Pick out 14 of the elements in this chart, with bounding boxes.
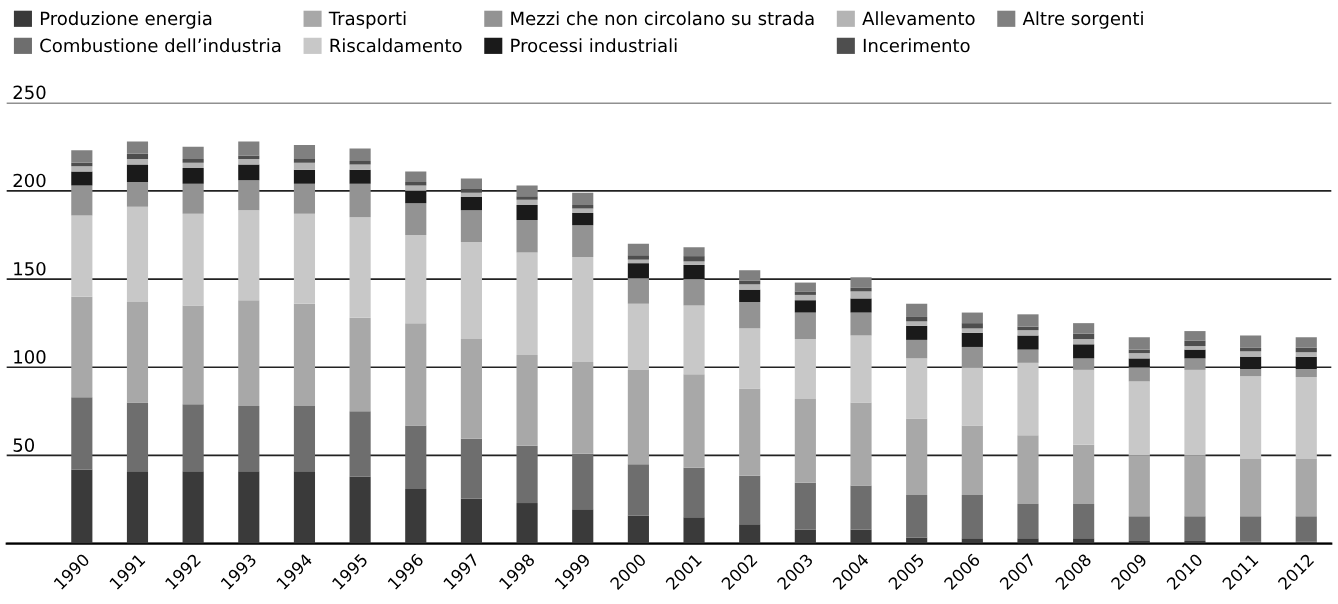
legend-label: Combustione dell’industria <box>40 38 281 53</box>
legend-label: Produzione energia <box>40 11 212 29</box>
y-tick-label: 150 <box>14 261 46 276</box>
y-tick-label: 100 <box>14 350 46 364</box>
legend-label: Incerimento <box>863 38 970 53</box>
legend-label: Trasporti <box>328 11 406 29</box>
legend-label: Processi industriali <box>511 38 677 53</box>
y-tick-label: 250 <box>13 85 46 100</box>
legend-label: Riscaldamento <box>330 38 462 53</box>
legend-label: Mezzi che non circolano su strada <box>511 11 814 26</box>
legend-label: Allevamento <box>862 11 975 26</box>
y-tick-label: 200 <box>13 173 46 188</box>
y-tick-label: 50 <box>13 438 35 452</box>
legend-label: Altre sorgenti <box>1022 11 1143 29</box>
